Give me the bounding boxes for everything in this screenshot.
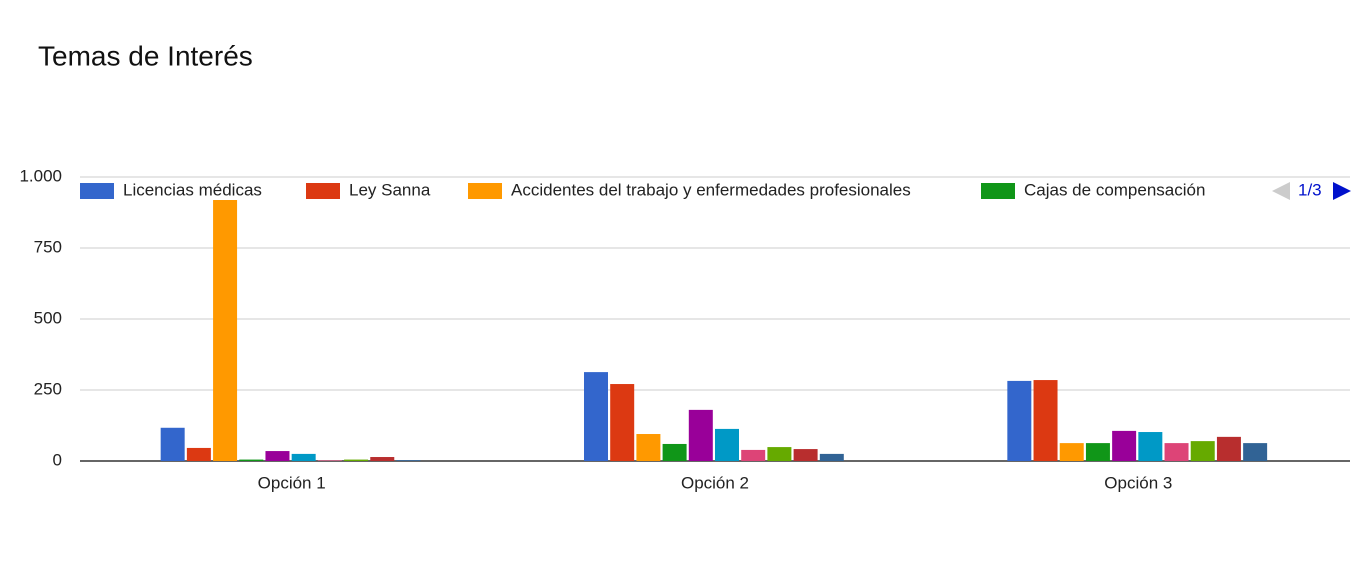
bar (265, 451, 290, 461)
bar (1164, 443, 1189, 461)
legend-swatch (80, 183, 114, 199)
bar (1059, 443, 1084, 461)
y-tick-label: 250 (34, 379, 62, 398)
bar (1033, 380, 1058, 461)
bar (291, 453, 316, 461)
bar (1112, 430, 1137, 461)
bar (819, 453, 844, 461)
legend-swatch (981, 183, 1015, 199)
bar (688, 409, 713, 461)
y-tick-label: 500 (34, 308, 62, 327)
y-tick-label: 0 (53, 450, 62, 469)
bar (317, 460, 342, 461)
legend-label: Ley Sanna (349, 180, 431, 199)
y-tick-label: 1.000 (19, 166, 62, 185)
chart-title: Temas de Interés (38, 40, 253, 71)
legend-swatch (306, 183, 340, 199)
bar (1190, 441, 1215, 461)
bar (610, 384, 635, 461)
legend-label: Cajas de compensación (1024, 180, 1205, 199)
bar (1138, 432, 1163, 461)
bar (186, 447, 211, 461)
legend-label: Accidentes del trabajo y enfermedades pr… (511, 180, 911, 199)
bar (636, 434, 661, 461)
bar (767, 447, 792, 461)
x-tick-label: Opción 2 (681, 473, 749, 492)
bar (370, 457, 395, 461)
x-tick-label: Opción 3 (1104, 473, 1172, 492)
bar (793, 449, 818, 461)
bar (741, 449, 766, 461)
bar (1007, 380, 1032, 461)
legend-label: Licencias médicas (123, 180, 262, 199)
bar (584, 372, 608, 461)
bar (160, 427, 185, 461)
legend-swatch (468, 183, 502, 199)
bar (239, 459, 264, 461)
legend-next[interactable] (1333, 182, 1351, 200)
y-tick-label: 750 (34, 237, 62, 256)
bar (715, 428, 739, 461)
x-tick-label: Opción 1 (258, 473, 326, 492)
bar (1085, 443, 1110, 461)
legend-prev[interactable] (1272, 182, 1290, 200)
bar (344, 459, 369, 461)
bar (396, 460, 421, 461)
bar (662, 443, 687, 461)
bar (1243, 443, 1268, 461)
bar (1216, 436, 1241, 461)
legend-page: 1/3 (1298, 180, 1322, 199)
bar (213, 200, 238, 461)
